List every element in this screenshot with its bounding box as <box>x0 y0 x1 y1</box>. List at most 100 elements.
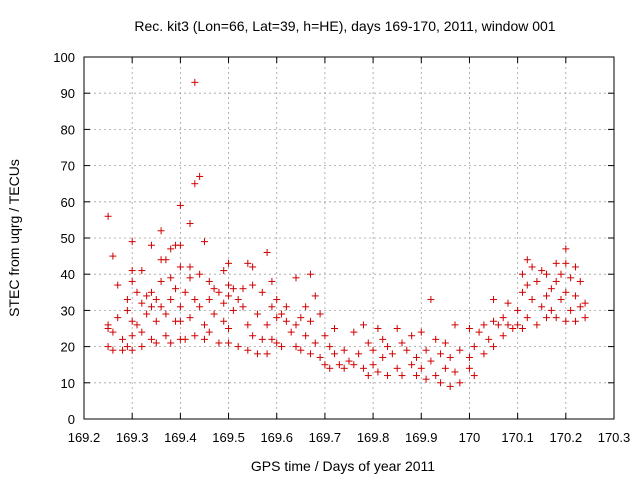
data-point <box>514 306 522 314</box>
x-tick-label: 169.9 <box>405 430 438 445</box>
data-point <box>181 288 189 296</box>
data-point <box>239 303 247 311</box>
x-axis-label: GPS time / Days of year 2011 <box>251 458 435 474</box>
data-point <box>278 343 286 351</box>
data-point <box>384 372 392 380</box>
data-point <box>490 296 498 304</box>
data-point <box>225 281 233 289</box>
data-point <box>215 339 223 347</box>
x-tick-label: 170.2 <box>550 430 583 445</box>
data-point <box>412 372 420 380</box>
x-tick-label: 169.5 <box>212 430 245 445</box>
data-point <box>331 350 339 358</box>
data-point <box>374 325 382 332</box>
data-point <box>191 180 199 188</box>
data-point <box>547 285 555 293</box>
data-point <box>485 335 493 343</box>
data-point <box>220 317 228 325</box>
data-point <box>379 353 387 361</box>
data-point <box>465 325 473 332</box>
data-point <box>220 299 228 307</box>
data-point <box>104 325 112 332</box>
data-point <box>176 201 184 209</box>
data-point <box>172 285 180 293</box>
data-point <box>350 328 358 336</box>
data-point <box>523 256 531 264</box>
data-point <box>229 306 237 314</box>
data-point <box>253 310 261 318</box>
data-point <box>292 343 300 351</box>
data-point <box>167 245 175 253</box>
data-point <box>408 332 416 340</box>
data-point <box>263 350 271 358</box>
data-point <box>167 296 175 304</box>
data-point <box>432 372 440 380</box>
data-point <box>306 350 314 358</box>
data-point <box>398 339 406 347</box>
data-point <box>138 267 146 275</box>
data-point <box>316 310 324 318</box>
data-point <box>388 350 396 358</box>
x-tick-label: 169.4 <box>164 430 197 445</box>
data-point <box>176 317 184 325</box>
data-point <box>340 346 348 354</box>
data-point <box>109 328 117 336</box>
data-point <box>123 343 131 351</box>
data-point <box>123 296 131 304</box>
data-point <box>345 357 353 365</box>
data-point <box>552 259 560 267</box>
data-point <box>123 306 131 314</box>
data-point <box>157 303 165 311</box>
data-point <box>369 346 377 354</box>
data-point <box>331 325 339 332</box>
data-point <box>494 321 502 329</box>
data-point <box>571 317 579 325</box>
data-point <box>114 314 122 322</box>
x-tick-labels: 169.2 169.3 169.4 169.5 169.6 169.7 169.8 169.9… <box>68 430 631 445</box>
data-point <box>268 277 276 285</box>
y-tick-label: 80 <box>61 122 75 137</box>
data-point <box>422 375 430 383</box>
x-tick-label: 169.6 <box>260 430 293 445</box>
data-point <box>186 220 194 228</box>
data-point <box>504 299 512 307</box>
data-point <box>321 361 329 369</box>
data-point <box>162 256 170 264</box>
data-point <box>422 346 430 354</box>
data-point <box>518 288 526 296</box>
data-point <box>297 314 305 322</box>
y-tick-label: 70 <box>61 159 75 174</box>
data-point <box>176 263 184 271</box>
data-point <box>437 350 445 358</box>
data-point <box>412 353 420 361</box>
data-point <box>311 292 319 300</box>
data-point <box>451 368 459 376</box>
data-point <box>364 372 372 380</box>
data-point <box>143 310 151 318</box>
data-point <box>547 306 555 314</box>
data-point <box>364 339 372 347</box>
data-point <box>403 346 411 354</box>
data-point <box>138 343 146 351</box>
data-point <box>567 306 575 314</box>
data-point <box>128 332 136 340</box>
data-point <box>451 321 459 329</box>
data-point <box>359 321 367 329</box>
data-point <box>104 212 112 220</box>
data-point <box>133 288 141 296</box>
data-point <box>143 292 151 300</box>
data-point <box>162 310 170 318</box>
data-point <box>523 281 531 289</box>
data-point <box>249 281 257 289</box>
x-tick-label: 169.8 <box>357 430 390 445</box>
x-tick-label: 169.7 <box>309 430 342 445</box>
data-point <box>263 248 271 256</box>
data-point <box>167 274 175 282</box>
grid <box>84 57 614 419</box>
data-point <box>210 310 218 318</box>
data-point <box>239 285 247 293</box>
data-point <box>200 238 208 246</box>
data-point <box>244 259 252 267</box>
data-point <box>258 335 266 343</box>
data-point <box>441 339 449 347</box>
